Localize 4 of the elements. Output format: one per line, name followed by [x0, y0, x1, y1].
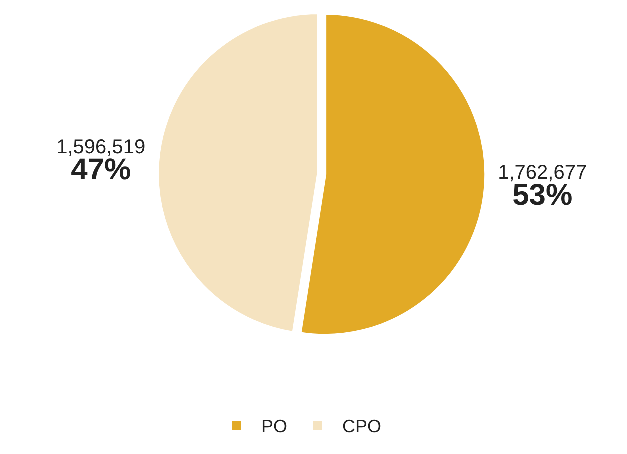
legend-label: CPO — [342, 416, 382, 436]
legend-label: PO — [262, 416, 288, 436]
data-label: 1,596,519 47% — [56, 136, 146, 186]
data-label: 1,762,677 53% — [498, 162, 588, 212]
